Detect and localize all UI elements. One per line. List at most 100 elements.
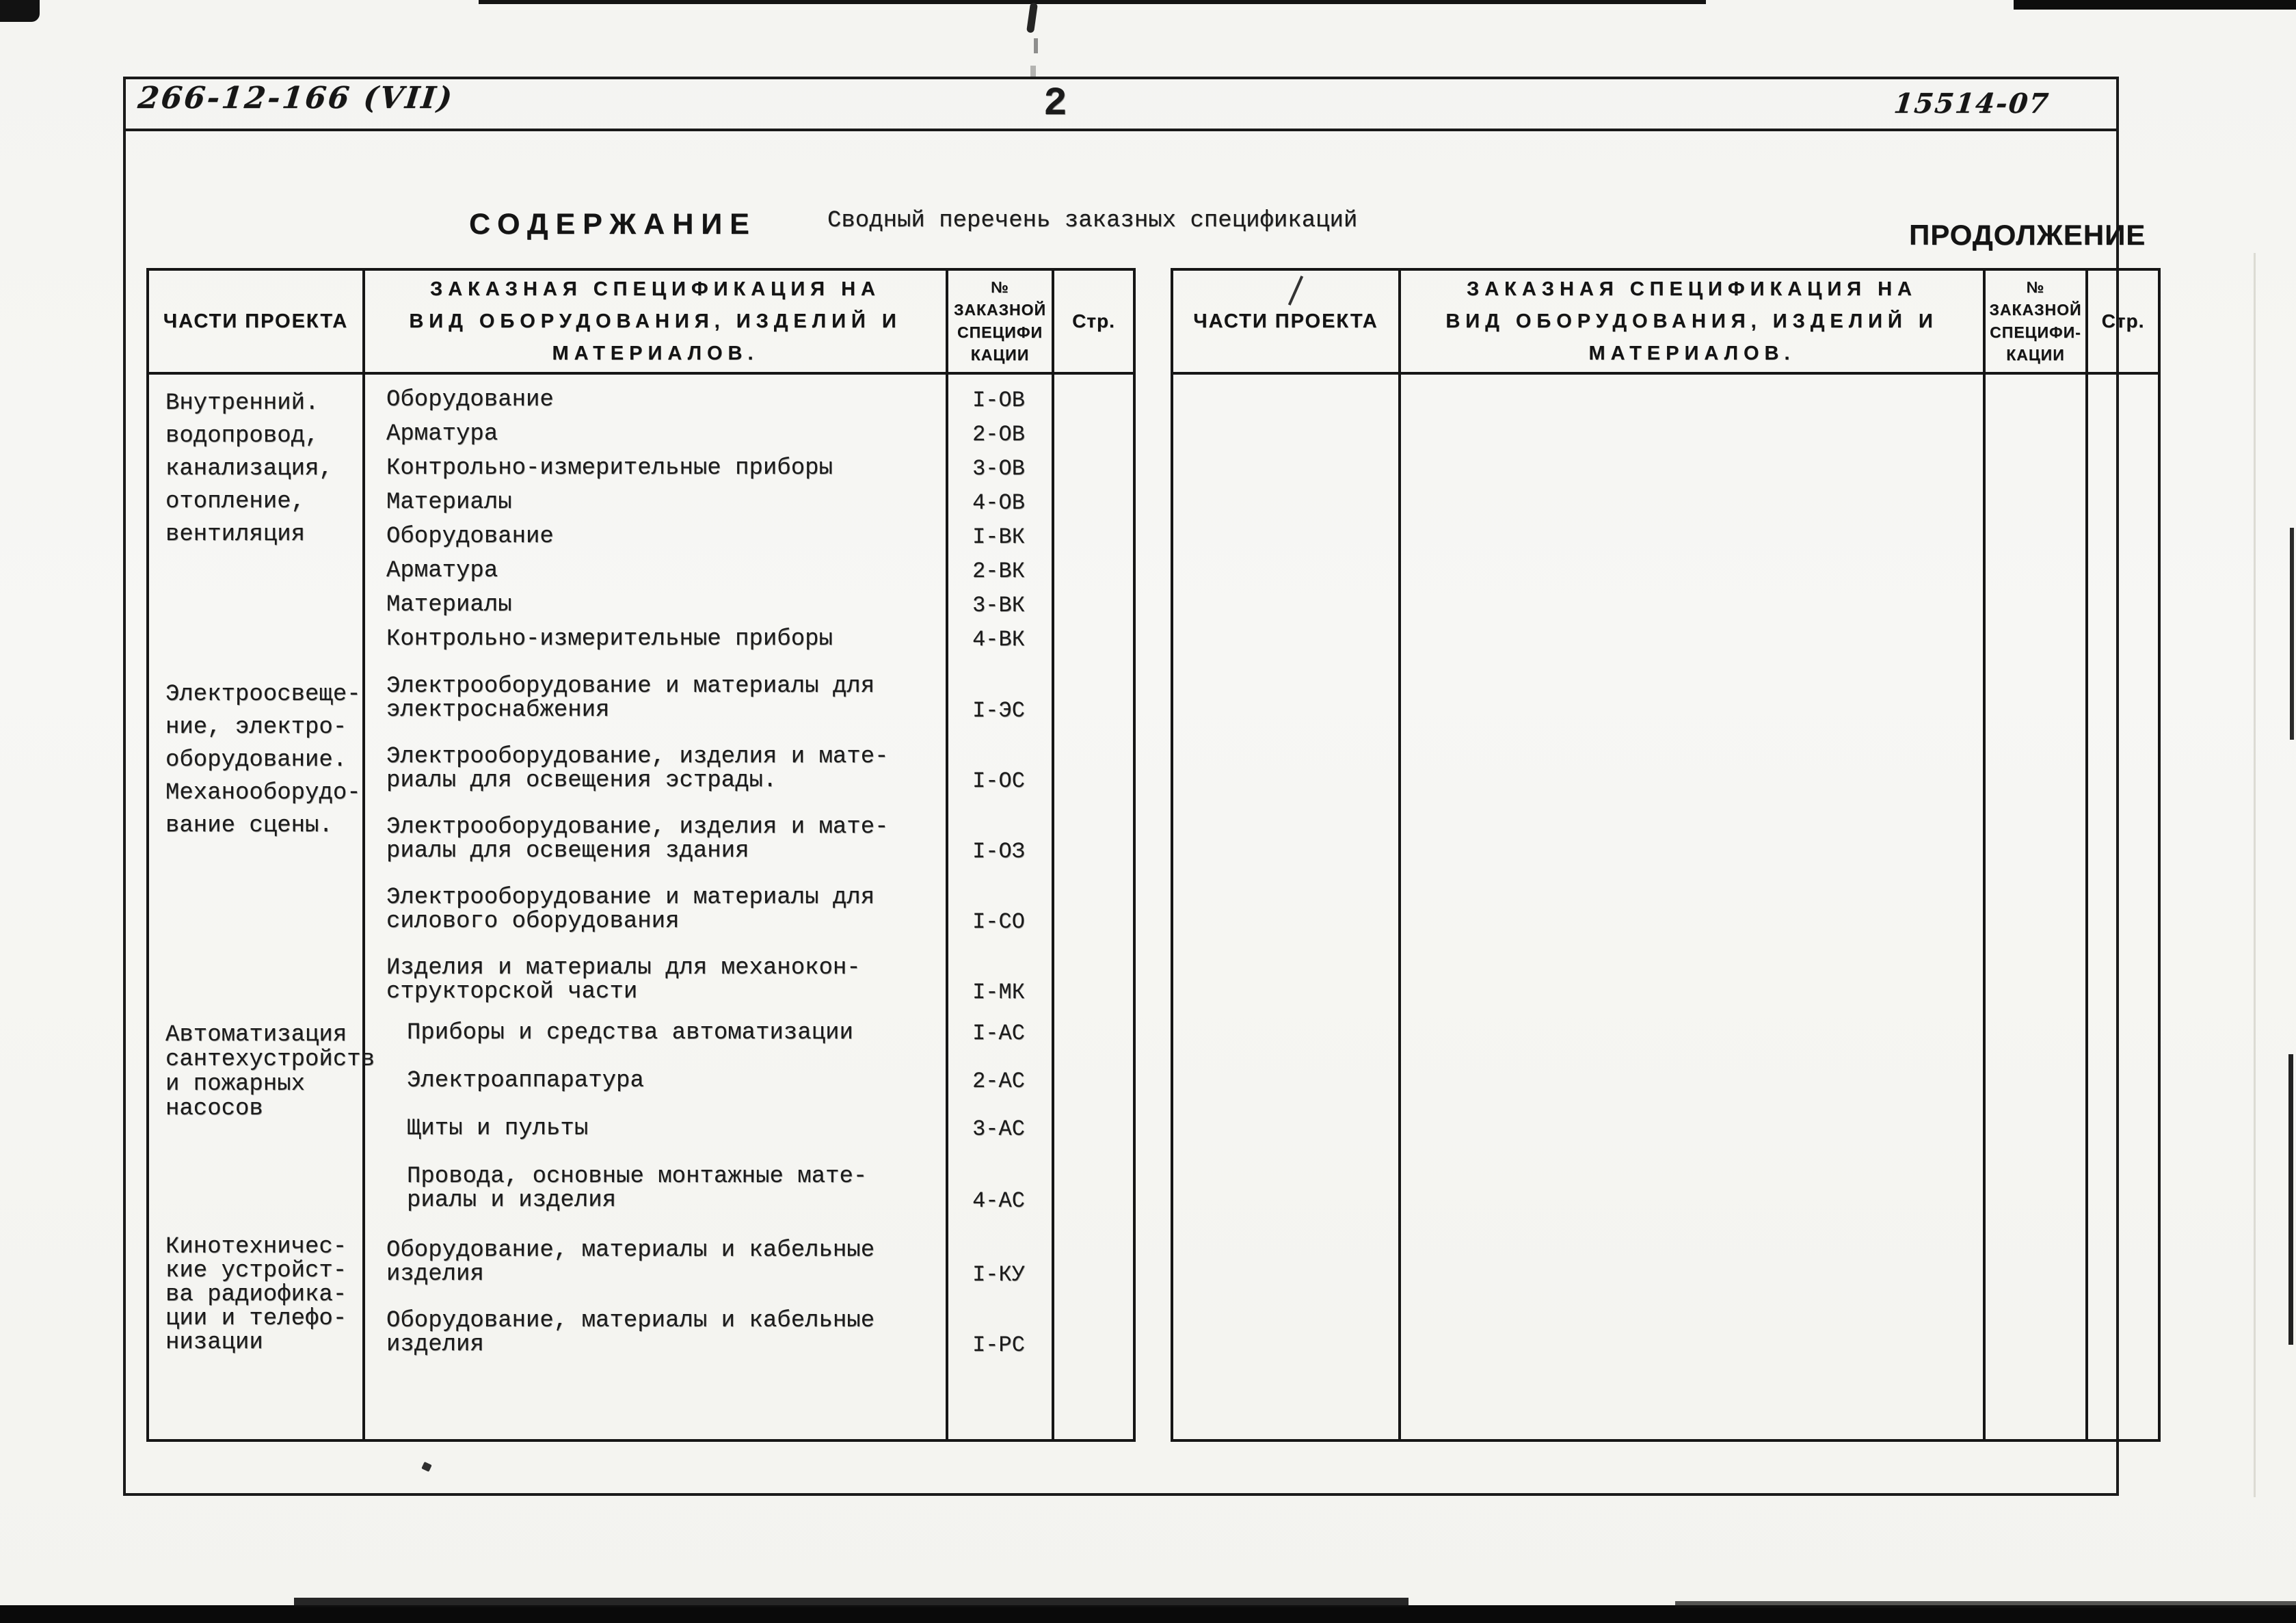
table-row: Контрольно-измерительные приборы 3-ОВ xyxy=(386,457,1052,481)
scan-artifact-top-left xyxy=(0,0,40,22)
table-row: Электрооборудование, изделия и мате- риа… xyxy=(386,814,1052,864)
project-part-label: Автоматизация сантехустройств и пожарных… xyxy=(165,1022,375,1122)
document-number: 266-12-166 (VII) xyxy=(136,81,456,116)
spec-description: Оборудование, материалы и кабельные изде… xyxy=(386,1237,875,1287)
spec-description: Электрооборудование, изделия и мате- риа… xyxy=(386,814,889,864)
sheet-code-handwritten: 15514-07 xyxy=(1892,88,2051,120)
table-row: Электроаппаратура 2-АС xyxy=(386,1068,1052,1094)
scan-artifact-squiggle xyxy=(1026,2,1039,33)
page-title: СОДЕРЖАНИЕ xyxy=(469,208,757,241)
scan-artifact-bottom-bar xyxy=(1675,1601,2296,1608)
spec-number: I-КУ xyxy=(972,1262,1025,1287)
scan-artifact-bottom-bar xyxy=(294,1598,1409,1607)
scan-artifact-top-line xyxy=(479,0,1706,4)
col-header-spec-number: № ЗАКАЗНОЙ СПЕЦИФИ- КАЦИИ xyxy=(1989,278,2082,364)
spec-number: 2-АС xyxy=(972,1069,1025,1094)
section-items: Оборудование, материалы и кабельные изде… xyxy=(386,1239,1052,1380)
col-header-spec: ЗАКАЗНАЯ СПЕЦИФИКАЦИЯ НА ВИД ОБОРУДОВАНИ… xyxy=(409,278,902,364)
project-part-label: Электроосвеще- ние, электро- оборудовани… xyxy=(165,682,361,839)
scan-artifact-bottom-bar xyxy=(0,1605,2296,1623)
spec-number: I-РС xyxy=(972,1332,1025,1358)
spec-description: Оборудование, материалы и кабельные изде… xyxy=(386,1308,875,1358)
col-header-page: Стр. xyxy=(2101,310,2145,332)
table-body-empty xyxy=(1173,375,2158,1439)
header-divider xyxy=(149,372,1133,375)
spec-number: 4-ВК xyxy=(972,627,1025,652)
table-row: Щиты и пульты 3-АС xyxy=(386,1116,1052,1142)
table-row: Оборудование, материалы и кабельные изде… xyxy=(386,1308,1052,1358)
spec-number: 2-ВК xyxy=(972,559,1025,584)
spec-number: 2-ОВ xyxy=(972,422,1025,447)
col-header-project-parts: ЧАСТИ ПРОЕКТА xyxy=(163,310,349,332)
column-divider xyxy=(2085,271,2088,1439)
section-items: Оборудование I-ОВ Арматура 2-ОВ Контроль… xyxy=(386,388,1052,662)
spec-description: Контрольно-измерительные приборы xyxy=(386,626,833,652)
table-row: Арматура 2-ОВ xyxy=(386,421,1052,447)
table-row: Провода, основные монтажные мате- риалы … xyxy=(386,1165,1052,1213)
specifications-table-left: ЧАСТИ ПРОЕКТА ЗАКАЗНАЯ СПЕЦИФИКАЦИЯ НА В… xyxy=(146,268,1136,1442)
spec-description: Провода, основные монтажные мате- риалы … xyxy=(407,1164,868,1213)
section-items: Электрооборудование и материалы для элек… xyxy=(386,675,1052,1027)
column-divider xyxy=(1983,271,1986,1439)
project-part-label: Внутренний. водопровод, канализация, ото… xyxy=(165,390,333,548)
spec-number: I-ОВ xyxy=(972,388,1025,413)
scan-artifact-right-edge xyxy=(2288,1054,2293,1345)
table-body: Внутренний. водопровод, канализация, ото… xyxy=(149,375,1133,1439)
spec-number: I-ОС xyxy=(972,768,1025,794)
column-divider xyxy=(362,271,365,1439)
spec-description: Электроаппаратура xyxy=(407,1068,644,1094)
spec-description: Арматура xyxy=(386,421,498,447)
scan-artifact-squiggle xyxy=(1030,66,1036,78)
page-border-frame xyxy=(123,77,2119,1496)
page-number: 2 xyxy=(1043,82,1067,126)
table-row: Материалы 3-ВК xyxy=(386,592,1052,618)
spec-description: Щиты и пульты xyxy=(407,1116,589,1142)
scan-artifact-crease xyxy=(2254,253,2256,1497)
spec-description: Электрооборудование, изделия и мате- риа… xyxy=(386,744,889,794)
spec-number: 4-ОВ xyxy=(972,490,1025,515)
spec-number: 3-АС xyxy=(972,1116,1025,1142)
col-header-page: Стр. xyxy=(1072,310,1115,332)
spec-number: I-СО xyxy=(972,909,1025,935)
spec-number: 4-АС xyxy=(972,1188,1025,1213)
spec-description: Приборы и средства автоматизации xyxy=(407,1020,853,1046)
continuation-label: ПРОДОЛЖЕНИЕ xyxy=(1909,219,2146,251)
spec-description: Электрооборудование и материалы для элек… xyxy=(386,673,875,723)
project-part-label: Кинотехничес- кие устройст- ва радиофика… xyxy=(165,1234,347,1356)
column-divider xyxy=(1398,271,1401,1439)
col-header-project-parts: ЧАСТИ ПРОЕКТА xyxy=(1193,310,1378,332)
table-row: Оборудование I-ОВ xyxy=(386,387,1052,413)
spec-number: I-ВК xyxy=(972,524,1025,550)
table-row: Оборудование, материалы и кабельные изде… xyxy=(386,1239,1052,1287)
spec-number: I-ОЗ xyxy=(972,839,1025,864)
table-row: Электрооборудование и материалы для сило… xyxy=(386,885,1052,935)
spec-number: 3-ВК xyxy=(972,593,1025,618)
specifications-table-right: ЧАСТИ ПРОЕКТА ЗАКАЗНАЯ СПЕЦИФИКАЦИЯ НА В… xyxy=(1171,268,2161,1442)
scan-artifact-right-edge xyxy=(2290,528,2294,740)
column-divider xyxy=(946,271,948,1439)
table-row: Контрольно-измерительные приборы 4-ВК xyxy=(386,628,1052,652)
table-row: Арматура 2-ВК xyxy=(386,558,1052,584)
table-row: Материалы 4-ОВ xyxy=(386,491,1052,515)
table-row: Электрооборудование и материалы для элек… xyxy=(386,675,1052,723)
scan-artifact-squiggle xyxy=(1034,38,1038,53)
page-subtitle: Сводный перечень заказных спецификаций xyxy=(827,208,1358,234)
table-row: Оборудование I-ВК xyxy=(386,524,1052,550)
col-header-spec: ЗАКАЗНАЯ СПЕЦИФИКАЦИЯ НА ВИД ОБОРУДОВАНИ… xyxy=(1445,278,1938,364)
spec-description: Электрооборудование и материалы для сило… xyxy=(386,885,875,935)
title-band-divider xyxy=(126,129,2116,131)
header-divider xyxy=(1173,372,2158,375)
spec-description: Оборудование xyxy=(386,387,554,413)
column-divider xyxy=(1052,271,1054,1439)
spec-number: I-МК xyxy=(972,980,1025,1005)
section-items: Приборы и средства автоматизации I-АС Эл… xyxy=(386,1021,1052,1237)
spec-number: I-АС xyxy=(972,1021,1025,1046)
scan-artifact-top-right xyxy=(2014,0,2296,10)
spec-number: I-ЭС xyxy=(972,698,1025,723)
spec-description: Материалы xyxy=(386,489,512,515)
spec-description: Материалы xyxy=(386,592,512,618)
spec-description: Изделия и материалы для механокон- струк… xyxy=(386,955,861,1005)
spec-description: Арматура xyxy=(386,558,498,584)
table-row: Приборы и средства автоматизации I-АС xyxy=(386,1020,1052,1046)
